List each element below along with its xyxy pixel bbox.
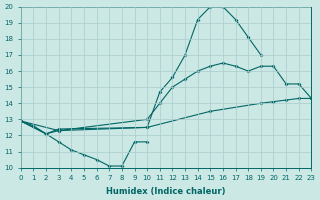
X-axis label: Humidex (Indice chaleur): Humidex (Indice chaleur) [106, 187, 226, 196]
